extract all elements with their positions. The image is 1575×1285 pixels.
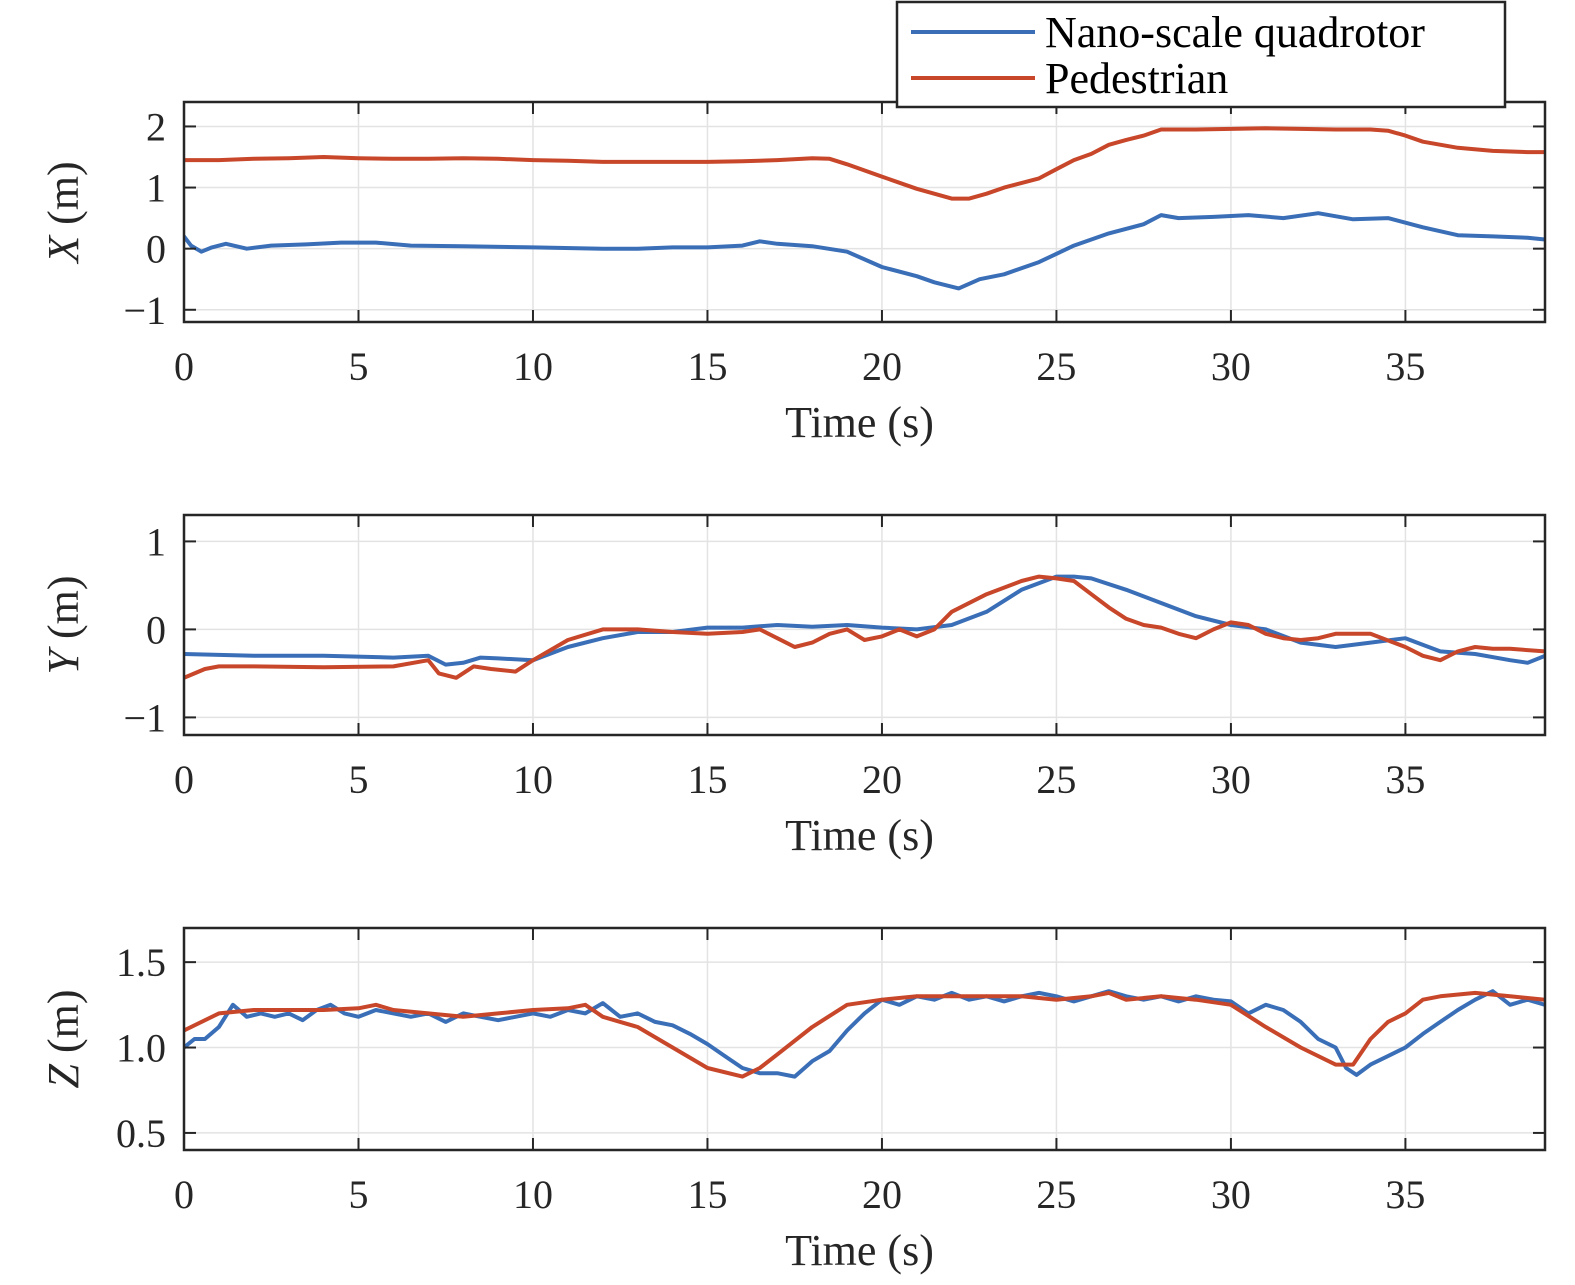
y-axis-label-var: Z bbox=[39, 1064, 88, 1089]
x-axis-label: Time (s) bbox=[785, 1226, 934, 1275]
x-tick-label: 20 bbox=[862, 1172, 902, 1217]
series-line-pedestrian bbox=[184, 990, 1545, 1079]
y-axis-label-unit: (m) bbox=[39, 161, 88, 236]
subplot-z: 0 5 10 15 20 25 30 35 0.5 1.0 1.5 Time (s) Z (m) bbox=[39, 926, 1547, 1275]
x-axis-label: Time (s) bbox=[785, 811, 934, 860]
x-tick-label: 5 bbox=[348, 757, 368, 802]
legend-label-nano-scale-quadrotor: Nano-scale quadrotor bbox=[1045, 8, 1425, 57]
y-tick-label: 0.5 bbox=[116, 1111, 166, 1156]
x-tick-label: 35 bbox=[1385, 344, 1425, 389]
y-tick-label: −1 bbox=[123, 695, 166, 740]
y-tick-label: 1.0 bbox=[116, 1026, 166, 1071]
x-tick-label: 35 bbox=[1385, 1172, 1425, 1217]
y-axis-label: Y (m) bbox=[39, 575, 88, 674]
y-tick-label: 1.5 bbox=[116, 940, 166, 985]
y-axis-label-var: Y bbox=[39, 646, 88, 675]
series-line-nano-scale-quadrotor bbox=[184, 211, 1545, 291]
y-tick-label: −1 bbox=[123, 288, 166, 333]
x-tick-label: 0 bbox=[174, 1172, 194, 1217]
x-tick-label: 30 bbox=[1211, 1172, 1251, 1217]
y-axis-label-unit: (m) bbox=[39, 989, 88, 1064]
x-tick-label: 15 bbox=[687, 1172, 727, 1217]
x-tick-label: 25 bbox=[1036, 344, 1076, 389]
x-tick-label: 20 bbox=[862, 757, 902, 802]
series-line-pedestrian bbox=[184, 574, 1545, 680]
x-tick-label: 20 bbox=[862, 344, 902, 389]
legend-label-pedestrian: Pedestrian bbox=[1045, 54, 1228, 103]
series-line-nano-scale-quadrotor bbox=[184, 989, 1545, 1079]
legend-box bbox=[895, 0, 1507, 109]
y-axis-label: X (m) bbox=[39, 161, 88, 264]
series-line-pedestrian bbox=[184, 126, 1545, 201]
x-tick-label: 10 bbox=[513, 757, 553, 802]
y-tick-label: 0 bbox=[146, 227, 166, 272]
y-tick-label: 1 bbox=[146, 166, 166, 211]
series-line-nano-scale-quadrotor bbox=[184, 574, 1545, 667]
x-tick-label: 25 bbox=[1036, 757, 1076, 802]
x-tick-label: 10 bbox=[513, 1172, 553, 1217]
x-tick-label: 15 bbox=[687, 757, 727, 802]
x-tick-label: 35 bbox=[1385, 757, 1425, 802]
x-tick-label: 0 bbox=[174, 344, 194, 389]
x-tick-label: 10 bbox=[513, 344, 553, 389]
x-tick-label: 15 bbox=[687, 344, 727, 389]
x-tick-label: 0 bbox=[174, 757, 194, 802]
x-tick-label: 30 bbox=[1211, 344, 1251, 389]
axes-box bbox=[182, 926, 1547, 1152]
x-tick-label: 5 bbox=[348, 1172, 368, 1217]
y-axis-label-unit: (m) bbox=[39, 575, 88, 650]
y-tick-label: 2 bbox=[146, 104, 166, 149]
axes-box bbox=[182, 513, 1547, 737]
y-axis-label: Z (m) bbox=[39, 989, 88, 1088]
y-tick-label: 0 bbox=[146, 607, 166, 652]
x-tick-label: 25 bbox=[1036, 1172, 1076, 1217]
y-tick-label: 1 bbox=[146, 519, 166, 564]
y-axis-label-var: X bbox=[39, 234, 88, 265]
x-tick-label: 30 bbox=[1211, 757, 1251, 802]
axes-box bbox=[182, 100, 1547, 324]
x-tick-label: 5 bbox=[348, 344, 368, 389]
x-axis-label: Time (s) bbox=[785, 398, 934, 447]
